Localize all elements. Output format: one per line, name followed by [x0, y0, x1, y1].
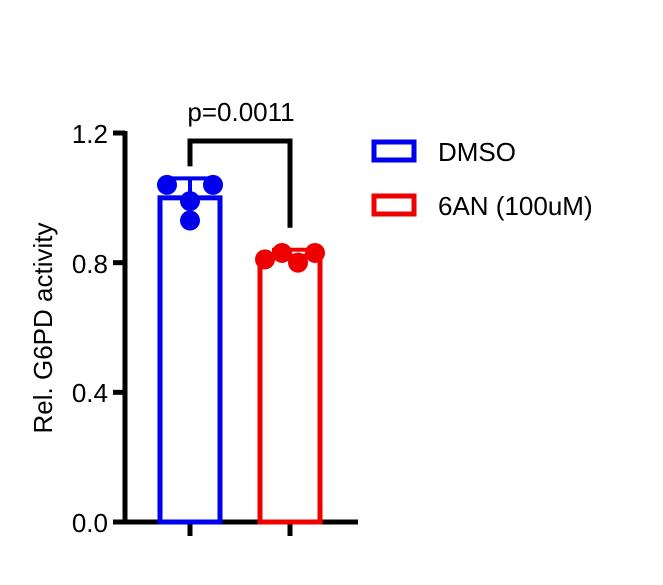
legend-swatch-dmso [371, 139, 417, 163]
data-point [180, 191, 200, 212]
significance-bracket: p=0.0011 [187, 97, 295, 228]
y-tick-label: 0.0 [72, 508, 108, 538]
y-tick-label: 0.8 [72, 249, 108, 279]
legend-label-dmso: DMSO [438, 137, 516, 167]
bracket-line [187, 138, 293, 228]
legend: DMSO 6AN (100uM) [371, 137, 593, 221]
y-tick-label: 0.4 [72, 378, 108, 408]
data-point [272, 242, 292, 263]
bar-dmso [157, 195, 223, 525]
data-point [288, 252, 308, 273]
y-ticks: 0.0 0.4 0.8 1.2 [72, 119, 108, 538]
bar-6an [257, 253, 323, 525]
data-point [157, 174, 177, 195]
p-value-annotation: p=0.0011 [187, 97, 294, 127]
data-point [305, 242, 325, 263]
legend-swatch-6an [371, 193, 417, 217]
data-point [255, 249, 275, 270]
data-point [203, 174, 223, 195]
legend-label-6an: 6AN (100uM) [438, 191, 593, 221]
bars [157, 174, 325, 525]
y-axis-label: Rel. G6PD activity [28, 223, 58, 434]
data-point [180, 210, 200, 231]
y-tick-label: 1.2 [72, 119, 108, 149]
